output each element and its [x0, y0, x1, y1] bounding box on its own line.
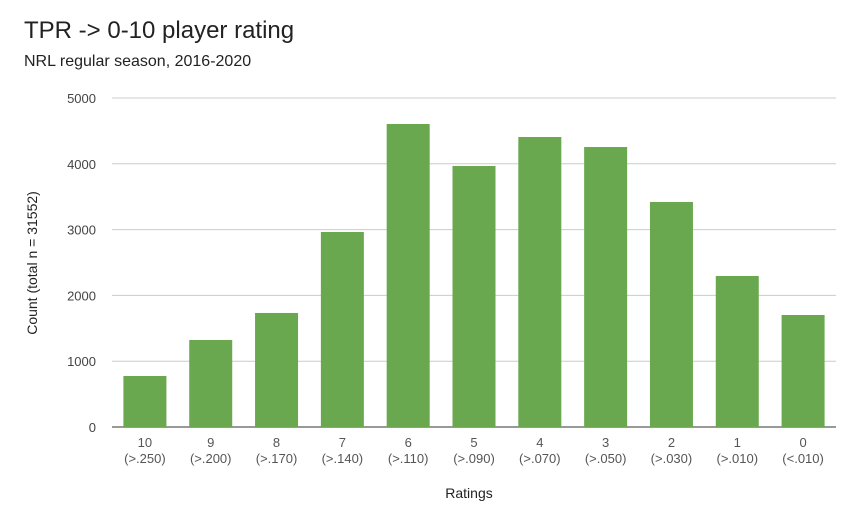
x-tick-label: 0 — [799, 435, 806, 450]
x-tick-label: 7 — [339, 435, 346, 450]
y-tick-label: 4000 — [67, 157, 96, 172]
x-tick-label: 4 — [536, 435, 543, 450]
bar-rating-7 — [320, 231, 364, 427]
x-tick-label: 3 — [602, 435, 609, 450]
bar-rating-2 — [649, 201, 693, 427]
x-tick-label: 1 — [734, 435, 741, 450]
x-tick-label: 8 — [273, 435, 280, 450]
x-tick-sublabel: (>.050) — [585, 451, 627, 466]
x-tick-sublabel: (>.200) — [190, 451, 232, 466]
x-tick-sublabel: (<.010) — [782, 451, 824, 466]
y-tick-label: 3000 — [67, 223, 96, 238]
bar-rating-0 — [781, 315, 825, 427]
x-tick-sublabel: (>.110) — [388, 451, 429, 466]
chart-subtitle: NRL regular season, 2016-2020 — [24, 53, 252, 70]
bar-rating-1 — [715, 275, 759, 427]
y-tick-label: 1000 — [67, 354, 96, 369]
x-tick-sublabel: (>.140) — [322, 451, 364, 466]
bar-rating-3 — [584, 147, 628, 427]
bar-rating-6 — [386, 123, 430, 427]
bar-rating-5 — [452, 165, 496, 427]
bar-rating-9 — [189, 340, 233, 427]
bar-rating-10 — [123, 376, 167, 427]
x-tick-label: 6 — [405, 435, 412, 450]
bar-rating-4 — [518, 137, 562, 427]
x-tick-label: 5 — [470, 435, 477, 450]
y-tick-label: 0 — [89, 420, 96, 435]
x-tick-sublabel: (>.070) — [519, 451, 561, 466]
y-tick-label: 2000 — [67, 288, 96, 303]
y-axis-label: Count (total n = 31552) — [24, 191, 40, 335]
x-tick-sublabel: (>.170) — [256, 451, 298, 466]
x-tick-sublabel: (>.090) — [453, 451, 495, 466]
chart-title: TPR -> 0-10 player rating — [24, 17, 295, 44]
y-tick-label: 5000 — [67, 91, 96, 106]
bar-rating-8 — [255, 312, 299, 427]
x-tick-label: 10 — [138, 435, 152, 450]
x-tick-label: 9 — [207, 435, 214, 450]
x-tick-sublabel: (>.010) — [716, 451, 758, 466]
x-tick-label: 2 — [668, 435, 675, 450]
x-tick-sublabel: (>.030) — [651, 451, 693, 466]
x-axis-label: Ratings — [445, 485, 492, 501]
x-tick-sublabel: (>.250) — [124, 451, 166, 466]
